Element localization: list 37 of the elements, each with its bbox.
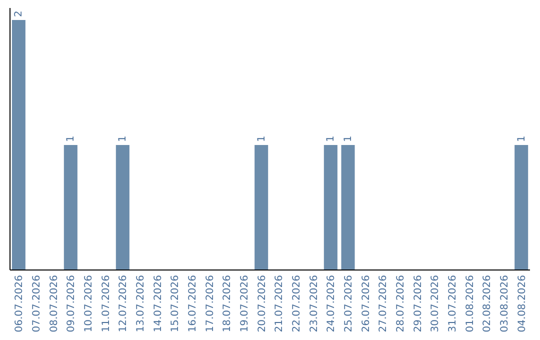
x-tick-label: 17.07.2026: [204, 275, 216, 332]
x-tick-label: 08.07.2026: [48, 275, 60, 332]
data-label: 1: [118, 136, 129, 142]
x-tick-label: 31.07.2026: [448, 275, 458, 332]
x-tick-label: 06.07.2026: [14, 275, 26, 332]
x-tick-label: 13.07.2026: [136, 275, 146, 332]
x-tick-label: 24.07.2026: [326, 275, 338, 332]
x-tick-label: 30.07.2026: [430, 275, 442, 332]
x-tick-label: 19.07.2026: [240, 275, 250, 332]
x-tick-label: 28.07.2026: [396, 275, 406, 332]
x-tick-label: 29.07.2026: [412, 275, 424, 332]
x-tick-label: 03.08.2026: [500, 275, 510, 332]
x-tick-label: 22.07.2026: [292, 275, 302, 332]
data-label: 1: [256, 136, 268, 142]
x-tick-label: 21.07.2026: [274, 275, 286, 332]
x-tick-label: 15.07.2026: [170, 275, 182, 332]
x-tick-label: 02.08.2026: [482, 275, 494, 332]
x-tick-label: 25.07.2026: [344, 275, 354, 332]
data-label: 1: [66, 136, 77, 142]
data-label: 1: [516, 136, 528, 142]
x-tick-label: 27.07.2026: [378, 275, 390, 332]
data-label: 1: [343, 136, 354, 142]
x-tick-label: 10.07.2026: [84, 275, 94, 332]
x-tick-label: 07.07.2026: [32, 275, 42, 332]
data-label: 1: [326, 136, 337, 142]
x-tick-label: 11.07.2026: [100, 275, 112, 332]
x-tick-label: 12.07.2026: [118, 275, 130, 332]
x-tick-label: 23.07.2026: [308, 275, 320, 332]
data-label: 2: [14, 10, 25, 17]
x-tick-label: 14.07.2026: [152, 275, 164, 332]
x-tick-label: 04.08.2026: [516, 275, 528, 332]
x-tick-label: 26.07.2026: [360, 275, 372, 332]
x-tick-label: 18.07.2026: [222, 275, 234, 332]
x-tick-label: 01.08.2026: [464, 275, 476, 332]
x-tick-label: 16.07.2026: [188, 275, 198, 332]
x-tick-label: 09.07.2026: [66, 275, 78, 332]
x-tick-label: 20.07.2026: [256, 275, 268, 332]
